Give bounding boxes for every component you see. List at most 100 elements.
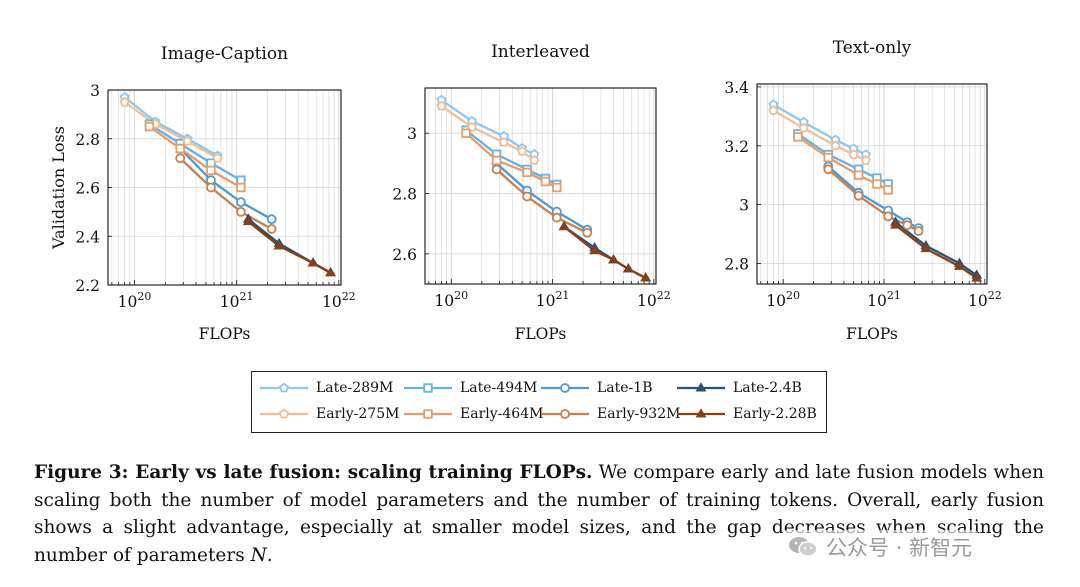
legend-marker bbox=[278, 408, 290, 419]
data-point-early-464m bbox=[175, 143, 185, 154]
data-point-early-464m bbox=[552, 182, 562, 193]
chart-title: Interleaved bbox=[491, 42, 590, 62]
legend-item-late-289m: Late-289M bbox=[258, 378, 393, 398]
data-point-early-275m bbox=[436, 100, 447, 111]
data-point-early-464m bbox=[236, 182, 246, 193]
square-marker-icon bbox=[404, 409, 452, 419]
data-point-early-464m bbox=[522, 167, 532, 178]
data-point-early-2-28b bbox=[954, 260, 965, 270]
x-tick-label: 1020 bbox=[118, 290, 152, 311]
y-tick-label: 3.2 bbox=[724, 138, 749, 156]
legend-item-late-2-4b: Late-2.4B bbox=[675, 378, 802, 398]
data-point-early-932m bbox=[491, 164, 502, 175]
data-point-early-932m bbox=[522, 191, 532, 202]
chart-title: Image-Caption bbox=[161, 44, 288, 64]
data-point-early-275m bbox=[768, 105, 779, 115]
chart-title: Text-only bbox=[833, 38, 912, 58]
plot-frame bbox=[424, 87, 657, 285]
data-point-early-2-28b bbox=[608, 254, 619, 264]
legend-item-early-2-28b: Early-2.28B bbox=[675, 404, 817, 424]
data-point-early-464m bbox=[206, 165, 216, 176]
caption-end: . bbox=[266, 544, 273, 566]
data-point-early-2-28b bbox=[890, 219, 901, 229]
legend-label: Late-1B bbox=[597, 380, 653, 396]
legend-marker bbox=[560, 383, 570, 393]
caption-variable: N bbox=[250, 544, 267, 566]
data-point-early-275m bbox=[848, 149, 859, 159]
circle-marker-icon bbox=[541, 383, 589, 393]
data-point-early-464m bbox=[461, 128, 471, 138]
legend-item-late-1b: Late-1B bbox=[539, 378, 652, 398]
data-point-late-1b bbox=[266, 214, 277, 225]
data-point-early-464m bbox=[793, 132, 803, 142]
watermark: 公众号 · 新智元 bbox=[782, 530, 979, 564]
pentagon-marker-icon bbox=[260, 408, 308, 419]
pentagon-marker-icon bbox=[260, 382, 308, 393]
data-point-early-275m bbox=[212, 152, 223, 163]
data-point-early-2-28b bbox=[622, 263, 634, 273]
legend-marker bbox=[278, 382, 290, 393]
legend-label: Early-275M bbox=[316, 406, 400, 422]
data-point-early-464m bbox=[823, 152, 833, 163]
legend-marker bbox=[695, 382, 707, 392]
y-tick-label: 2.8 bbox=[724, 255, 749, 273]
grid bbox=[108, 89, 341, 286]
data-point-early-2-28b bbox=[589, 245, 601, 255]
y-tick-label: 2.8 bbox=[392, 186, 417, 204]
y-tick-label: 2.2 bbox=[75, 277, 100, 295]
data-point-early-932m bbox=[236, 206, 246, 217]
legend-item-early-275m: Early-275M bbox=[258, 404, 399, 424]
x-tick-label: 1021 bbox=[220, 290, 254, 311]
data-point-early-464m bbox=[491, 155, 502, 166]
data-point-early-464m bbox=[883, 185, 893, 195]
data-point-early-464m bbox=[144, 121, 155, 132]
series-line-early-932m bbox=[495, 168, 588, 234]
y-tick-label: 3 bbox=[739, 197, 749, 215]
data-point-early-932m bbox=[551, 212, 562, 223]
chart-text-only: 2.8 3 3.2 3.4 1020 1021 1022 Text-only FLOPs bbox=[724, 38, 1001, 343]
legend-label: Early-2.28B bbox=[733, 406, 817, 422]
square-marker-icon bbox=[404, 383, 452, 393]
data-point-early-932m bbox=[206, 182, 216, 193]
data-point-late-1b bbox=[236, 197, 246, 208]
y-tick-label: 3 bbox=[407, 125, 417, 143]
series-line-early-2-28b bbox=[894, 224, 978, 280]
data-point-early-275m bbox=[498, 136, 509, 147]
x-axis-label: FLOPs bbox=[846, 325, 898, 343]
chart-image-caption: 2.2 2.4 2.6 2.8 3 1020 1021 1022 Image-Caption FL… bbox=[49, 44, 356, 343]
legend-marker bbox=[560, 409, 570, 419]
y-tick-label: 2.6 bbox=[392, 246, 417, 264]
legend-label: Early-464M bbox=[460, 406, 544, 422]
data-point-early-275m bbox=[517, 146, 528, 156]
data-point-early-932m bbox=[175, 153, 186, 164]
legend-label: Late-2.4B bbox=[733, 380, 802, 396]
wechat-icon bbox=[789, 537, 818, 557]
series-line-late-2-4b bbox=[894, 221, 978, 277]
y-axis-label: Validation Loss bbox=[49, 126, 68, 250]
x-axis-label: FLOPs bbox=[515, 325, 567, 343]
plot-frame bbox=[107, 89, 342, 286]
legend-label: Late-494M bbox=[460, 380, 538, 396]
data-point-early-464m bbox=[540, 176, 551, 187]
legend-label: Early-932M bbox=[597, 406, 681, 422]
series-line-late-494m bbox=[148, 123, 242, 182]
circle-marker-icon bbox=[541, 409, 589, 419]
chart-interleaved: 2.6 2.8 3 1020 1021 1022 Interleaved FLOPs bbox=[392, 42, 670, 343]
series-line-early-2-28b bbox=[247, 220, 332, 274]
chart-legend: Late-289M Late-494M Late-1B Late-2.4B Early-… bbox=[251, 371, 827, 433]
x-tick-label: 1020 bbox=[434, 289, 468, 310]
x-tick-label: 1022 bbox=[637, 289, 671, 310]
x-tick-label: 1022 bbox=[968, 289, 1002, 310]
legend-marker bbox=[423, 409, 433, 419]
data-point-early-932m bbox=[883, 211, 894, 222]
data-point-early-2-28b bbox=[325, 267, 337, 277]
x-axis-label: FLOPs bbox=[199, 325, 251, 343]
legend-item-early-464m: Early-464M bbox=[402, 404, 543, 424]
series-line-early-464m bbox=[148, 125, 242, 189]
data-point-early-932m bbox=[823, 164, 834, 175]
series-line-late-289m bbox=[123, 96, 219, 157]
data-point-early-2-28b bbox=[242, 215, 254, 226]
x-tick-label: 1021 bbox=[536, 289, 570, 310]
triangle-marker-icon bbox=[677, 382, 725, 392]
